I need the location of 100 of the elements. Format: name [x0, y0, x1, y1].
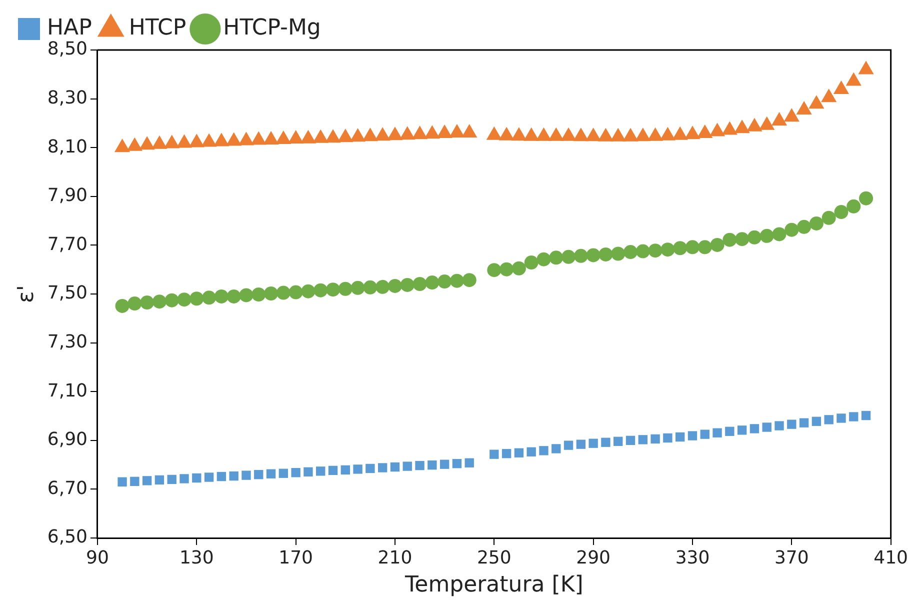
point [536, 252, 551, 266]
point [511, 127, 527, 141]
point [177, 292, 192, 307]
point [415, 460, 424, 470]
point [376, 280, 390, 294]
point [276, 130, 292, 144]
point [725, 426, 734, 436]
point [648, 244, 662, 258]
point [164, 134, 180, 148]
point [300, 130, 316, 144]
point [487, 263, 502, 278]
point [278, 468, 288, 478]
point [252, 287, 266, 302]
point [564, 440, 574, 450]
point [167, 474, 176, 484]
x-tick-label: 170 [278, 547, 313, 568]
point [254, 470, 264, 480]
point [552, 444, 561, 454]
point [560, 127, 576, 141]
y-axis-title: ε' [14, 285, 39, 303]
point [388, 278, 402, 293]
y-tick-label: 8,10 [47, 136, 88, 158]
point [264, 286, 278, 301]
legend-label: HAP [47, 16, 92, 41]
y-tick-label: 7,30 [47, 331, 88, 352]
point [772, 227, 786, 242]
point [338, 282, 352, 296]
point [424, 125, 440, 139]
point [638, 435, 648, 444]
x-tick-label: 370 [774, 547, 809, 568]
point [846, 72, 862, 86]
point [698, 240, 712, 254]
point [188, 134, 204, 148]
point [787, 420, 796, 429]
x-tick-label: 410 [874, 547, 908, 568]
point [797, 220, 812, 234]
point [363, 280, 378, 294]
point [366, 464, 375, 474]
point [164, 293, 179, 308]
x-tick-label: 290 [576, 547, 610, 568]
point [722, 232, 737, 247]
point [374, 127, 390, 141]
point [486, 126, 502, 140]
point [598, 247, 613, 262]
point [700, 430, 710, 439]
point [425, 276, 440, 290]
point [216, 472, 226, 482]
point [250, 131, 266, 145]
point [833, 80, 850, 94]
point [452, 458, 462, 468]
point [735, 232, 750, 246]
y-tick-label: 8,30 [47, 87, 88, 108]
legend-label: HTCP-Mg [223, 16, 321, 41]
point [636, 244, 650, 258]
y-tick-label: 7,50 [47, 282, 88, 304]
point [462, 124, 478, 138]
point [288, 130, 304, 144]
point [750, 424, 760, 434]
point [514, 448, 524, 458]
point [140, 296, 154, 310]
point [809, 216, 824, 230]
point [229, 471, 238, 481]
point [214, 289, 228, 304]
point [709, 122, 726, 136]
point [722, 121, 738, 135]
point [115, 298, 130, 313]
point [464, 458, 474, 468]
x-tick-label: 330 [675, 547, 710, 568]
point [350, 280, 365, 295]
point [238, 132, 254, 146]
point [440, 460, 450, 469]
point [314, 283, 328, 298]
point [524, 256, 538, 270]
point [760, 228, 774, 243]
point [762, 422, 772, 432]
point [536, 127, 552, 141]
legend-label: HTCP [128, 16, 186, 41]
point [774, 421, 784, 430]
point [114, 138, 130, 152]
point [734, 120, 750, 134]
point [622, 128, 638, 142]
point [573, 128, 589, 142]
point [462, 273, 476, 288]
point [784, 222, 799, 237]
point [128, 296, 142, 311]
point [328, 466, 338, 476]
point [824, 415, 834, 424]
point [449, 124, 465, 138]
point [688, 431, 698, 440]
point [130, 476, 140, 486]
y-tick-label: 6,90 [47, 429, 88, 450]
point [142, 476, 152, 486]
point [239, 288, 254, 302]
point [660, 126, 676, 140]
point [154, 475, 164, 485]
point [586, 248, 600, 262]
point [152, 294, 166, 309]
point [710, 238, 724, 252]
point [626, 436, 636, 445]
point [202, 290, 216, 305]
